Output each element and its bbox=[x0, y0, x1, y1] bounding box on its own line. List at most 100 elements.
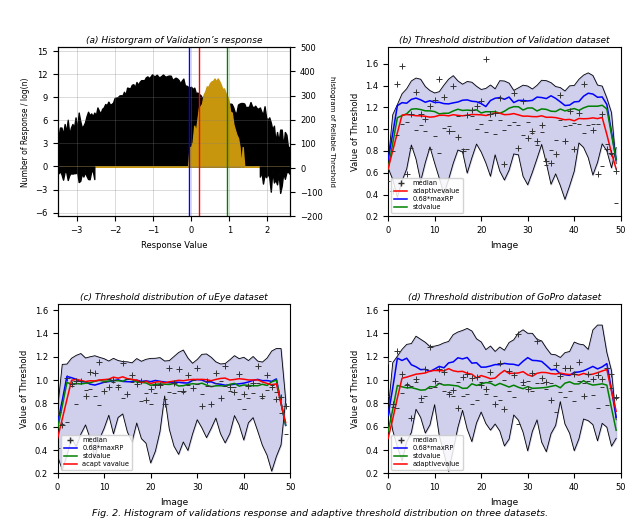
Point bbox=[420, 115, 431, 123]
Point bbox=[155, 380, 165, 388]
Point bbox=[462, 145, 472, 154]
Point bbox=[276, 409, 286, 418]
Point bbox=[81, 392, 91, 400]
Point bbox=[462, 370, 472, 378]
Point bbox=[253, 362, 263, 370]
Point bbox=[476, 120, 486, 128]
Point bbox=[532, 378, 542, 387]
Point bbox=[452, 378, 463, 386]
Y-axis label: Value of Threshold: Value of Threshold bbox=[351, 350, 360, 428]
Point bbox=[118, 394, 128, 402]
X-axis label: Image: Image bbox=[160, 498, 188, 507]
Point bbox=[94, 401, 104, 410]
Point bbox=[401, 170, 412, 178]
Title: (d) Threshold distribution of GoPro dataset: (d) Threshold distribution of GoPro data… bbox=[408, 293, 601, 302]
Point bbox=[504, 120, 514, 129]
Point bbox=[108, 378, 118, 386]
Point bbox=[527, 126, 538, 135]
Point bbox=[406, 144, 417, 152]
Point bbox=[243, 394, 253, 402]
Point bbox=[546, 379, 556, 388]
Point bbox=[574, 377, 584, 385]
Point bbox=[550, 408, 561, 416]
Point bbox=[271, 388, 282, 397]
Point bbox=[444, 122, 454, 130]
Point bbox=[145, 385, 156, 393]
Point bbox=[276, 392, 286, 401]
Point bbox=[267, 381, 277, 389]
Point bbox=[239, 389, 249, 398]
Point bbox=[448, 386, 458, 394]
Point bbox=[253, 378, 263, 387]
Point bbox=[81, 386, 91, 394]
Point bbox=[113, 383, 124, 391]
Point bbox=[606, 384, 616, 392]
Point bbox=[550, 136, 561, 145]
Point bbox=[611, 394, 621, 402]
Point bbox=[523, 385, 533, 393]
Point bbox=[229, 388, 239, 396]
Legend: median, 0.68*maxRP, stdvalue, adaptivevalue: median, 0.68*maxRP, stdvalue, adaptiveva… bbox=[392, 434, 463, 470]
Point bbox=[527, 387, 538, 395]
Point bbox=[150, 381, 161, 390]
Point bbox=[541, 378, 552, 386]
Point bbox=[518, 378, 528, 387]
Point bbox=[145, 400, 156, 408]
Point bbox=[429, 383, 440, 391]
Point bbox=[267, 383, 277, 391]
Point bbox=[527, 369, 538, 377]
Point bbox=[518, 381, 528, 390]
Point bbox=[188, 376, 198, 385]
Point bbox=[415, 394, 426, 402]
Point bbox=[555, 371, 565, 380]
Point bbox=[583, 29, 593, 38]
Point bbox=[415, 109, 426, 118]
Point bbox=[499, 376, 509, 385]
Point bbox=[579, 392, 589, 401]
Point bbox=[504, 387, 514, 395]
Point bbox=[583, 377, 593, 385]
Point bbox=[458, 146, 468, 155]
Point bbox=[546, 146, 556, 154]
Point bbox=[495, 116, 505, 125]
Y-axis label: Value of Threshold: Value of Threshold bbox=[351, 93, 360, 171]
Point bbox=[62, 418, 72, 426]
Point bbox=[452, 112, 463, 120]
Point bbox=[499, 404, 509, 413]
Point bbox=[485, 109, 495, 118]
Point bbox=[458, 145, 468, 154]
Point bbox=[85, 385, 95, 393]
Point bbox=[452, 404, 463, 412]
Point bbox=[202, 382, 212, 390]
Point bbox=[439, 124, 449, 132]
Point bbox=[90, 391, 100, 400]
Point bbox=[388, 403, 398, 411]
Point bbox=[509, 88, 519, 97]
Point bbox=[192, 380, 202, 388]
Point bbox=[481, 390, 491, 398]
Point bbox=[472, 373, 482, 381]
Point bbox=[164, 388, 175, 396]
Point bbox=[579, 80, 589, 88]
Point bbox=[220, 382, 230, 390]
Point bbox=[173, 365, 184, 373]
Point bbox=[401, 117, 412, 126]
Point bbox=[593, 404, 603, 413]
X-axis label: Image: Image bbox=[490, 498, 518, 507]
Point bbox=[90, 369, 100, 378]
Point bbox=[532, 136, 542, 145]
Point bbox=[243, 382, 253, 390]
Point bbox=[495, 359, 505, 367]
Point bbox=[588, 120, 598, 128]
Point bbox=[597, 383, 607, 391]
Point bbox=[602, 401, 612, 409]
Point bbox=[564, 387, 575, 395]
Point bbox=[434, 148, 444, 157]
Point bbox=[518, 131, 528, 139]
Point bbox=[425, 145, 435, 153]
Point bbox=[155, 380, 165, 389]
Point bbox=[448, 82, 458, 90]
Point bbox=[560, 122, 570, 130]
Point bbox=[234, 370, 244, 378]
Point bbox=[71, 377, 81, 385]
